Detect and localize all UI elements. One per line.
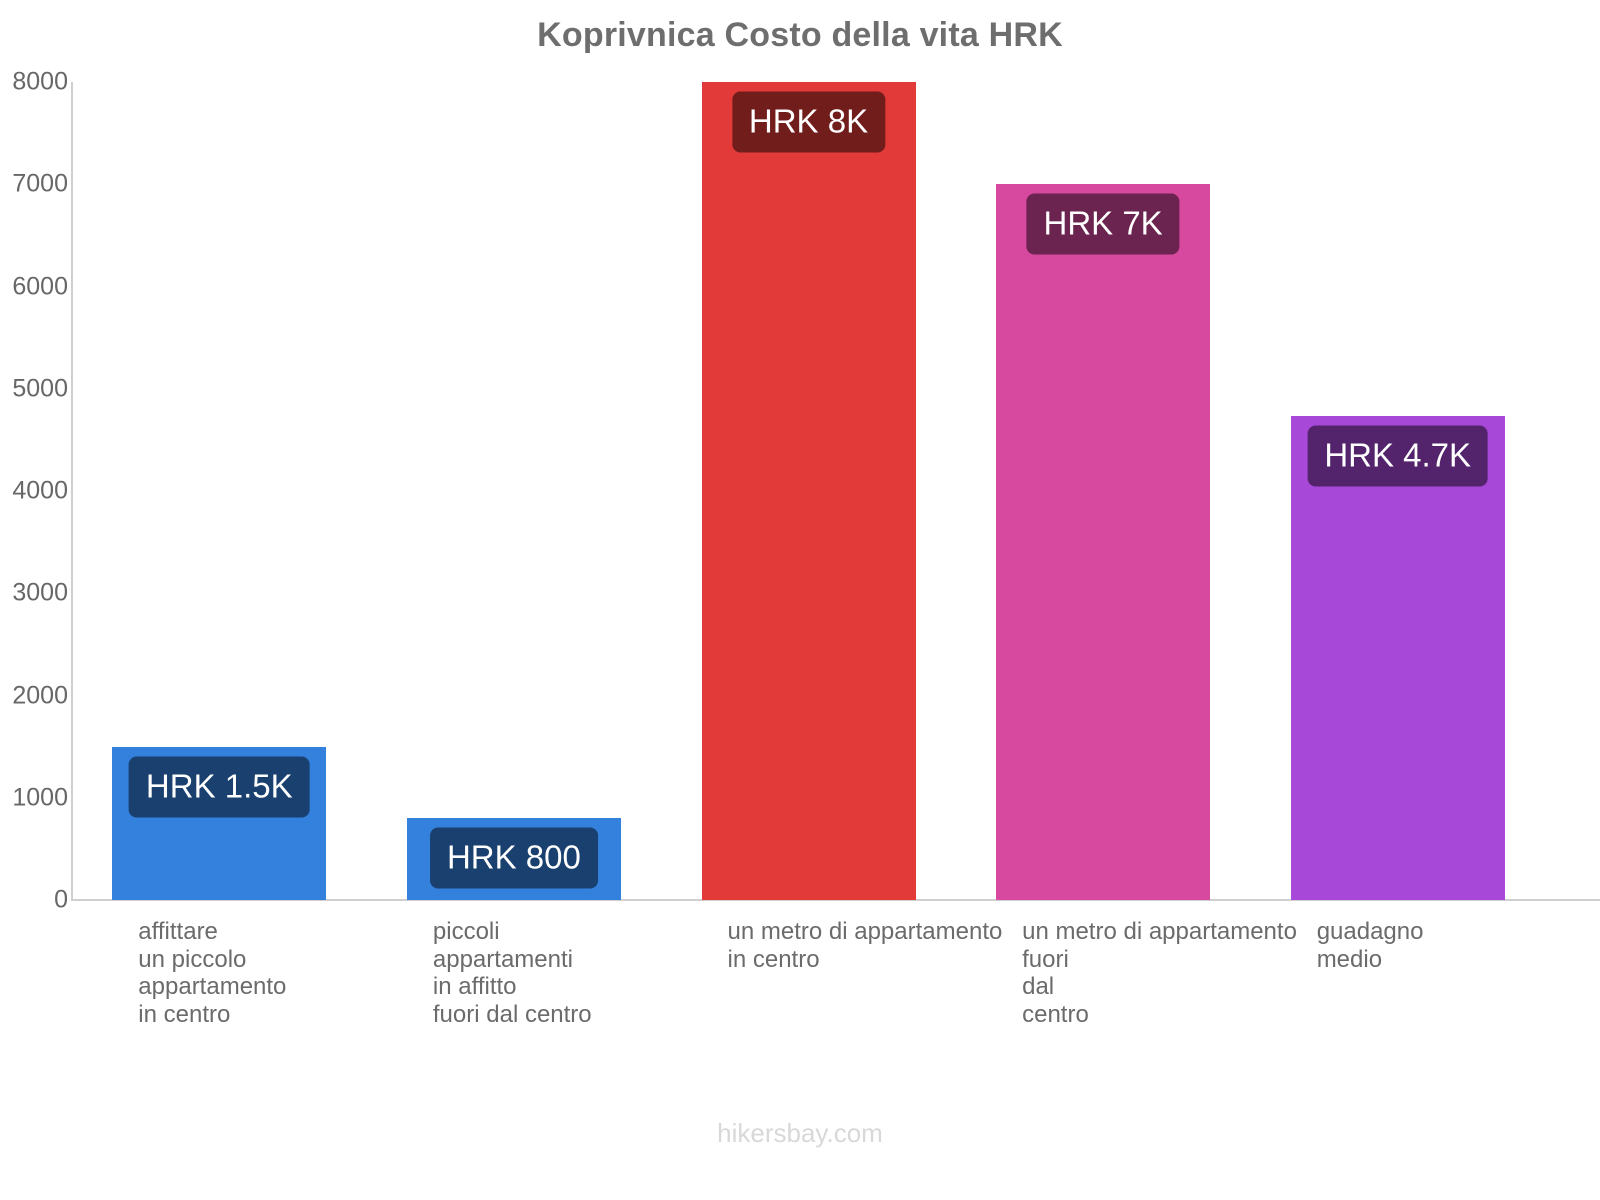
y-axis-line: [71, 82, 73, 900]
y-axis-tick-label: 0: [54, 885, 68, 914]
y-axis-tick-label: 7000: [12, 169, 68, 198]
bar[interactable]: [1290, 416, 1505, 900]
y-axis-tick-label: 3000: [12, 578, 68, 607]
y-axis-tick-labels: 8000 7000 6000 5000 4000 3000 2000 1000 0: [0, 0, 68, 1200]
y-axis-tick-label: 2000: [12, 681, 68, 709]
x-axis-category-label: piccoli appartamenti in affitto fuori da…: [432, 918, 592, 1028]
bar-value-badge: HRK 7K: [1026, 193, 1180, 255]
y-axis-tick-label: 1000: [12, 783, 68, 812]
page-title: Koprivnica Costo della vita HRK: [537, 16, 1063, 54]
bar-value-badge: HRK 4.7K: [1307, 425, 1489, 487]
y-axis-tick-label: 6000: [12, 272, 68, 300]
y-axis-tick-label: 5000: [12, 374, 68, 403]
x-axis-category-label: un metro di appartamento in centro: [727, 918, 1003, 973]
x-axis-category-label: un metro di appartamento fuori dal centr…: [1022, 918, 1297, 1028]
bars-layer: [72, 0, 1545, 900]
bar-value-badge: HRK 8K: [731, 91, 886, 153]
bar[interactable]: [996, 184, 1211, 900]
bar-value-badge: HRK 1.5K: [128, 756, 310, 818]
y-axis-tick-label: 4000: [12, 476, 68, 505]
x-axis-category-label: guadagno medio: [1316, 918, 1424, 973]
x-axis-line: [71, 899, 1600, 901]
footer-brand: hikersbay.com: [717, 1118, 883, 1148]
bar[interactable]: [701, 82, 916, 900]
x-axis-category-label: affittare un piccolo appartamento in cen…: [138, 918, 287, 1028]
y-axis-tick-label: 8000: [12, 67, 68, 96]
bar-value-badge: HRK 800: [429, 827, 598, 889]
